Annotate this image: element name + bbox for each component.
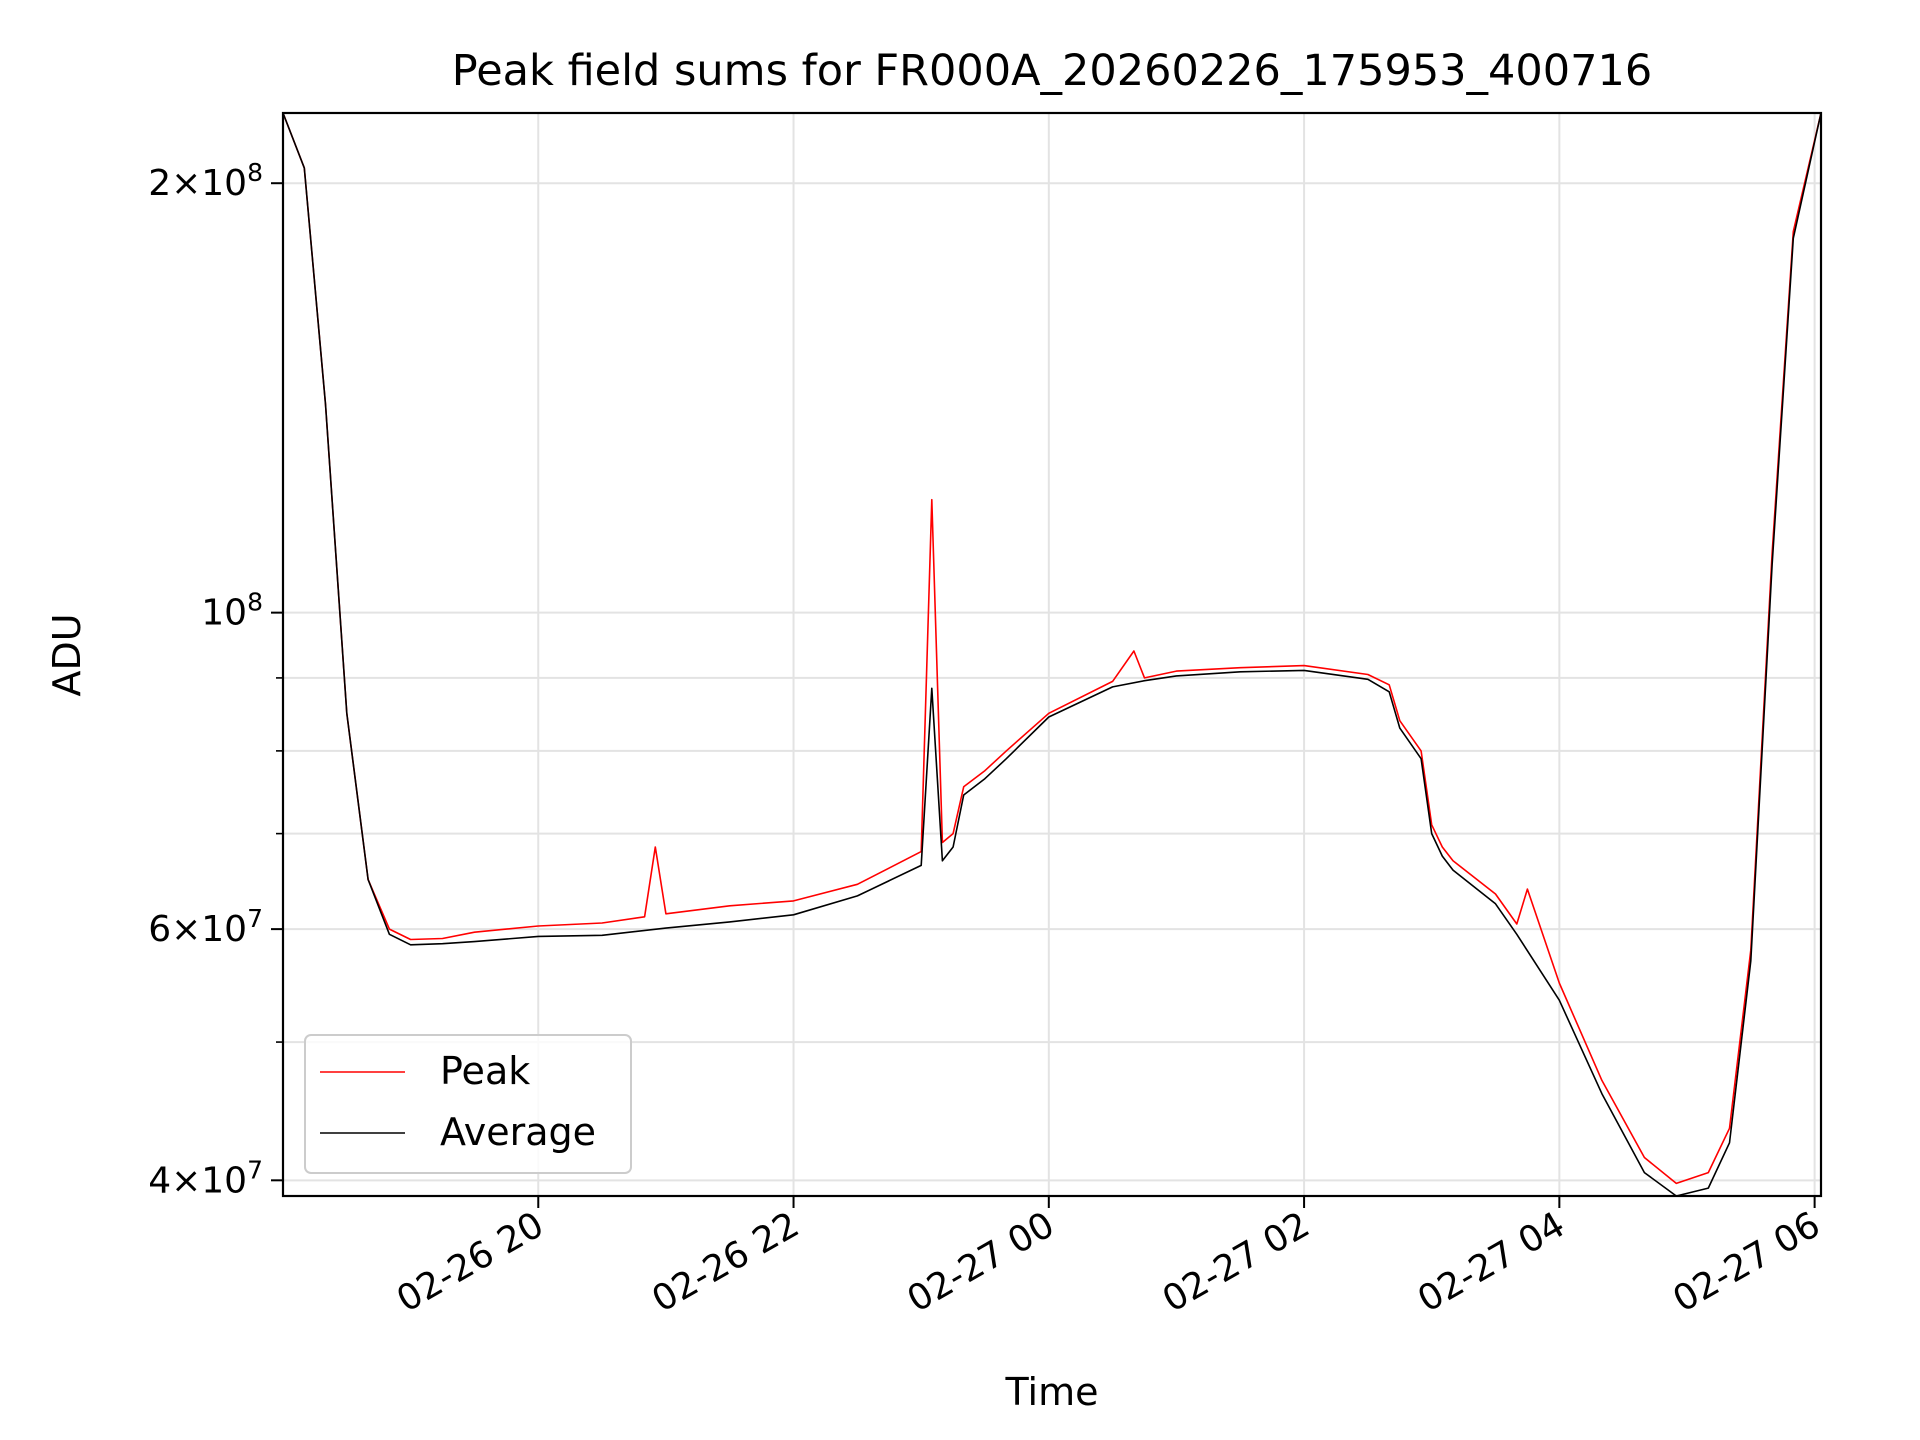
y-tick-label-pow: 10 bbox=[201, 1160, 247, 1201]
x-axis-label: Time bbox=[1005, 1370, 1099, 1414]
legend-peak-label: Peak bbox=[440, 1049, 530, 1093]
y-tick-label: 6×107 bbox=[148, 904, 263, 951]
grid bbox=[283, 113, 1821, 1196]
legend-box bbox=[304, 1034, 632, 1174]
plot-frame bbox=[281, 111, 1823, 1198]
y-tick-label-exp: 8 bbox=[247, 158, 263, 187]
series-line-peak bbox=[282, 112, 1822, 1185]
legend-average-label: Average bbox=[440, 1110, 596, 1154]
y-tick-label: 4×107 bbox=[148, 1155, 263, 1202]
y-tick-label-exp: 7 bbox=[247, 904, 263, 933]
y-axis-label: ADU bbox=[45, 613, 89, 696]
y-tick-label-base: 6 bbox=[148, 909, 171, 950]
y-tick-label-pow: 10 bbox=[201, 909, 247, 950]
y-tick-label-mult: × bbox=[171, 1160, 201, 1201]
y-tick-label-pow: 10 bbox=[201, 593, 247, 634]
y-tick-label-pow: 10 bbox=[201, 163, 247, 204]
y-tick-label-base: 2 bbox=[148, 163, 171, 204]
y-tick-label-exp: 7 bbox=[247, 1155, 263, 1184]
chart-title: Peak field sums for FR000A_20260226_1759… bbox=[452, 46, 1652, 96]
legend: Peak Average bbox=[304, 1034, 632, 1174]
y-tick-label: 2×108 bbox=[148, 158, 263, 205]
y-tick-label-base: 4 bbox=[148, 1160, 171, 1201]
series-line-average bbox=[282, 112, 1822, 1197]
series-layer bbox=[282, 112, 1822, 1197]
y-tick-label: 108 bbox=[201, 587, 263, 634]
y-tick-label-mult: × bbox=[171, 909, 201, 950]
y-tick-label-exp: 8 bbox=[247, 587, 263, 616]
y-tick-label-mult: × bbox=[171, 163, 201, 204]
